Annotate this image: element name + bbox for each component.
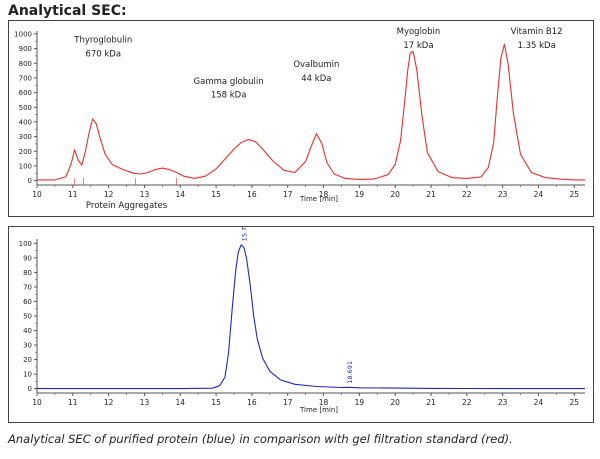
chart-0-x-tick-label: 13	[140, 190, 150, 199]
chart-1-peak-label: 18.691	[346, 361, 354, 384]
chart-1-y-tick-label: 100	[19, 240, 32, 248]
chart-0-x-tick-label: 15	[211, 190, 221, 199]
chart-0-x-tick-label: 18	[319, 190, 329, 199]
chart-1-y-tick-label: 40	[23, 327, 32, 335]
chart-1-x-tick-label: 18	[319, 398, 329, 407]
chart-0-x-tick-label: 11	[68, 190, 78, 199]
chart-1-x-tick-label: 17	[283, 398, 293, 407]
chart-1-x-tick-label: 12	[104, 398, 114, 407]
chart-0-x-tick-label: 14	[175, 190, 185, 199]
chart-0-x-tick-label: 16	[247, 190, 257, 199]
chart-0-x-tick-label: 12	[104, 190, 114, 199]
chart-0-y-tick-label: 200	[19, 148, 32, 156]
chart-1-x-tick-label: 22	[462, 398, 472, 407]
chart-0-y-tick-label: 100	[19, 162, 32, 170]
chart-0-y-tick-label: 900	[19, 45, 32, 53]
chart-0-y-tick-label: 1000	[14, 30, 32, 38]
chart-protein-svg: 10 11 12 13 14 15 16 17 18 19 20 21 22 23 24 2501020304…	[19, 227, 585, 414]
chart-1-x-tick-label: 21	[426, 398, 436, 407]
chart-1-series-line	[37, 244, 585, 390]
chart-1-x-tick-label: 13	[140, 398, 150, 407]
chart-panel-protein: 10 11 12 13 14 15 16 17 18 19 20 21 22 23 24 25 0 10 20 30 4…	[8, 226, 594, 423]
chart-1-x-tick-label: 11	[68, 398, 78, 407]
chart-1-x-tick-label: 16	[247, 398, 257, 407]
chart-1-y-tick-label: 60	[23, 298, 32, 306]
chart-0-annotation: 44 kDa	[301, 74, 331, 84]
figure-caption: Analytical SEC of purified protein (blue…	[8, 432, 513, 446]
chart-1-x-tick-label: 25	[569, 398, 579, 407]
chart-0-y-tick-label: 400	[19, 118, 32, 126]
chart-0-x-tick-label: 21	[426, 190, 436, 199]
chart-1-y-tick-label: 0	[28, 385, 32, 393]
chart-0-annotation: Protein Aggregates	[86, 201, 168, 211]
chart-0-annotation: Vitamin B12	[511, 27, 563, 37]
chart-1-y-tick-label: 90	[23, 254, 32, 262]
chart-0-y-tick-label: 500	[19, 104, 32, 112]
chart-1-y-tick-label: 10	[23, 371, 32, 379]
chart-0-annotation: 158 kDa	[211, 91, 247, 101]
chart-0-annotation: Gamma globulin	[194, 77, 264, 87]
chart-1-x-tick-label: 10	[32, 398, 42, 407]
chart-0-annotation: Myoglobin	[397, 27, 441, 37]
chart-1-x-tick-label: 14	[175, 398, 185, 407]
chart-0-x-tick-label: 23	[498, 190, 508, 199]
chart-1-y-tick-label: 80	[23, 269, 32, 277]
chart-0-annotation: Thyroglobulin	[73, 36, 132, 46]
page-heading: Analytical SEC:	[8, 3, 127, 19]
chart-0-annotation: 1.35 kDa	[517, 41, 555, 51]
chart-0-annotation: 670 kDa	[85, 50, 121, 60]
chart-1-x-tick-label: 24	[534, 398, 544, 407]
chart-standard-svg: 10 11 12 13 14 15 16 17 18 19 20 21 22 23 24 25 0 100 200 3…	[14, 27, 585, 211]
chart-0-y-tick-label: 0	[28, 177, 32, 185]
chart-0-x-tick-label: 10	[32, 190, 42, 199]
chart-0-series-line	[37, 43, 585, 181]
chart-1-x-tick-label: 15	[211, 398, 221, 407]
chart-0-x-tick-label: 25	[569, 190, 579, 199]
chart-1-y-tick-label: 30	[23, 342, 32, 350]
chart-0-annotation: 17 kDa	[403, 41, 433, 51]
chart-1-peak-label: 15.740	[241, 227, 249, 241]
chart-1-y-tick-label: 50	[23, 313, 32, 321]
chart-0-x-tick-label: 17	[283, 190, 293, 199]
chart-0-y-tick-label: 700	[19, 74, 32, 82]
chart-0-x-tick-label: 20	[390, 190, 400, 199]
chart-0-x-axis-label: Time [min]	[299, 195, 338, 203]
chart-1-x-tick-label: 20	[390, 398, 400, 407]
chart-panel-standard: 10 11 12 13 14 15 16 17 18 19 20 21 22 23 24 25 0 100 200 3…	[8, 20, 594, 217]
chart-1-y-tick-label: 70	[23, 283, 32, 291]
chart-1-x-tick-label: 19	[355, 398, 365, 407]
chart-0-x-tick-label: 22	[462, 190, 472, 199]
chart-0-x-tick-label: 19	[355, 190, 365, 199]
chart-0-y-tick-label: 600	[19, 89, 32, 97]
chart-1-y-tick-label: 20	[23, 356, 32, 364]
chart-0-y-tick-label: 300	[19, 133, 32, 141]
chart-0-annotation: Ovalbumin	[293, 60, 339, 70]
chart-0-x-tick-label: 24	[534, 190, 544, 199]
chart-1-x-tick-label: 23	[498, 398, 508, 407]
chart-1-x-axis-label: Time [min]	[299, 406, 338, 414]
chart-0-y-tick-label: 800	[19, 60, 32, 68]
